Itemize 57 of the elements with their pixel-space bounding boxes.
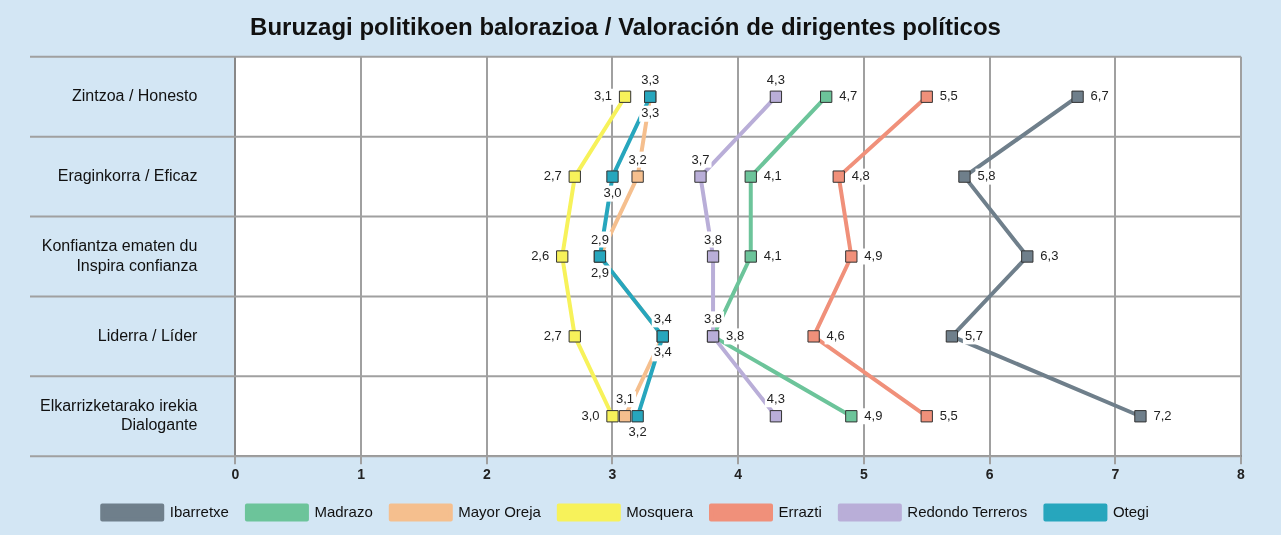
data-label: 3,2 bbox=[628, 424, 647, 440]
data-label: 4,6 bbox=[826, 327, 845, 343]
legend-label: Mayor Oreja bbox=[458, 502, 542, 520]
data-label: 3,4 bbox=[653, 344, 672, 360]
data-label: 3,1 bbox=[616, 391, 635, 407]
data-label: 4,8 bbox=[851, 168, 870, 184]
data-label: 3,4 bbox=[653, 311, 672, 327]
x-tick-label: 4 bbox=[734, 466, 743, 483]
legend-label: Redondo Terreros bbox=[907, 502, 1028, 520]
data-label: 4,1 bbox=[763, 168, 782, 184]
data-label: 5,5 bbox=[939, 407, 958, 423]
x-tick-label: 0 bbox=[231, 466, 240, 483]
data-label: 2,6 bbox=[531, 248, 550, 264]
x-tick-label: 1 bbox=[357, 466, 366, 483]
data-label: 3,1 bbox=[593, 88, 613, 104]
data-label: 4,3 bbox=[766, 71, 785, 87]
data-label: 6,3 bbox=[1040, 248, 1059, 264]
x-tick-label: 3 bbox=[608, 466, 617, 483]
data-label: 4,9 bbox=[864, 407, 883, 423]
data-label: 4,9 bbox=[864, 248, 883, 264]
data-label: 2,7 bbox=[543, 327, 562, 343]
data-label: 3,0 bbox=[581, 407, 600, 423]
data-label: 5,5 bbox=[939, 88, 958, 104]
data-label: 3,0 bbox=[603, 184, 622, 200]
x-tick-label: 8 bbox=[1237, 466, 1246, 483]
data-label: 4,1 bbox=[763, 248, 782, 264]
chart-title: Buruzagi politikoen balorazioa / Valoración de dirigentes políticos bbox=[250, 13, 1001, 41]
data-label: 3,8 bbox=[704, 231, 723, 247]
legend-label: Errazti bbox=[778, 502, 822, 520]
y-tick-label: Liderra / Líder bbox=[97, 326, 199, 344]
legend-label: Mosquera bbox=[626, 502, 694, 520]
x-tick-label: 6 bbox=[985, 466, 994, 483]
data-label: 3,7 bbox=[691, 151, 710, 167]
x-tick-label: 2 bbox=[482, 466, 491, 483]
data-label: 5,8 bbox=[977, 168, 996, 184]
legend-label: Madrazo bbox=[314, 502, 373, 520]
data-label: 3,8 bbox=[726, 327, 745, 343]
data-label: 3,2 bbox=[628, 151, 647, 167]
data-label: 7,2 bbox=[1153, 407, 1172, 423]
data-label: 6,7 bbox=[1090, 88, 1109, 104]
x-tick-label: 7 bbox=[1111, 466, 1120, 483]
y-tick-label: Konfiantza ematen du Inspira confianza bbox=[41, 237, 198, 274]
data-label: 3,3 bbox=[641, 104, 660, 120]
data-label: 2,7 bbox=[543, 168, 562, 184]
data-label: 5,7 bbox=[964, 327, 983, 343]
data-label: 3,3 bbox=[641, 71, 660, 87]
legend-label: Ibarretxe bbox=[169, 502, 229, 520]
x-tick-label: 5 bbox=[860, 466, 868, 483]
data-label: 3,8 bbox=[704, 311, 723, 327]
legend-label: Otegi bbox=[1112, 502, 1149, 520]
data-label: 4,3 bbox=[766, 391, 785, 407]
data-label: 2,9 bbox=[590, 264, 609, 280]
y-tick-label: Elkarrizketarako irekia Dialogante bbox=[39, 397, 198, 434]
y-tick-label: Eraginkorra / Eficaz bbox=[57, 167, 198, 185]
y-tick-label: Zintzoa / Honesto bbox=[71, 87, 198, 105]
data-label: 4,7 bbox=[839, 88, 858, 104]
data-label: 2,9 bbox=[590, 231, 609, 247]
